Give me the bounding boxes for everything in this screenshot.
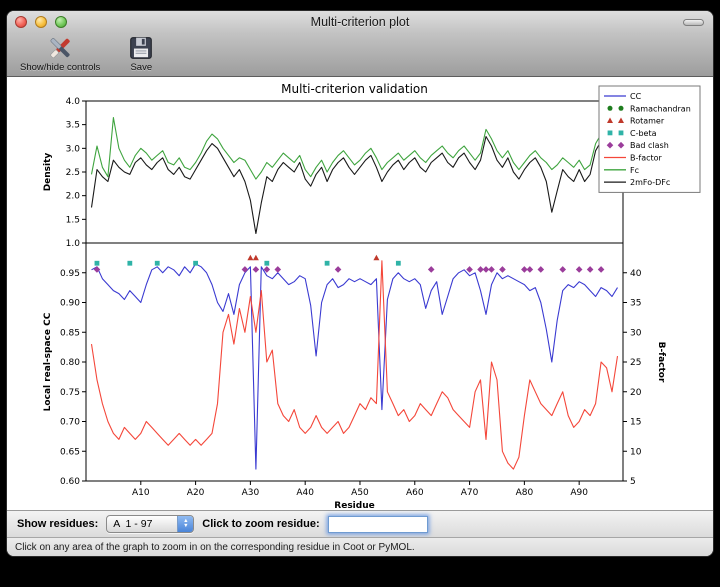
toolbar: Show/hide controls Save [7,33,713,77]
show-residues-label: Show residues: [17,518,99,530]
status-text: Click on any area of the graph to zoom i… [15,541,415,553]
svg-text:Residue: Residue [334,501,374,511]
floppy-icon [130,37,153,59]
svg-text:1.5: 1.5 [66,215,80,225]
zoom-residue-input[interactable] [327,515,428,533]
title-bar[interactable]: Multi-criterion plot [7,11,713,33]
popup-arrows-icon: ▲ ▼ [177,516,194,532]
selected-residue-range: A 1 - 97 [113,518,153,530]
svg-text:C-beta: C-beta [630,129,657,138]
svg-text:Bad clash: Bad clash [630,141,669,150]
zoom-residue-label: Click to zoom residue: [202,518,320,530]
svg-text:A10: A10 [132,488,150,498]
svg-text:A70: A70 [461,488,479,498]
svg-text:Rotamer: Rotamer [630,117,665,126]
app-window: Multi-criterion plot Show/hide controls [6,10,714,557]
svg-text:0.90: 0.90 [60,299,80,309]
svg-text:Ramachandran: Ramachandran [630,104,691,113]
traffic-lights [15,16,67,28]
multi-criterion-chart[interactable]: Multi-criterion validation 1.0 1.5 2.0 2.5 3.… [10,79,710,511]
svg-text:0.70: 0.70 [60,418,80,428]
zoom-button[interactable] [55,16,67,28]
svg-text:0.80: 0.80 [60,358,80,368]
svg-text:0.95: 0.95 [60,269,80,279]
plot-area[interactable]: Multi-criterion validation 1.0 1.5 2.0 2.5 3.… [7,77,713,511]
save-button[interactable]: Save [125,34,157,74]
toolbar-toggle-button[interactable] [683,19,704,26]
svg-text:A60: A60 [406,488,424,498]
svg-text:1.0: 1.0 [66,239,81,249]
status-bar: Click on any area of the graph to zoom i… [7,537,713,556]
svg-text:35: 35 [630,299,641,309]
svg-text:5: 5 [630,477,636,487]
svg-text:3.0: 3.0 [66,144,81,154]
svg-text:Fc: Fc [630,166,639,175]
svg-text:40: 40 [630,269,642,279]
svg-text:B-factor: B-factor [656,342,666,383]
svg-text:A50: A50 [351,488,369,498]
svg-text:15: 15 [630,418,641,428]
svg-text:20: 20 [630,388,642,398]
svg-text:10: 10 [630,447,642,457]
svg-text:Local real-space CC: Local real-space CC [43,312,53,411]
svg-text:A20: A20 [187,488,205,498]
tool-label: Save [130,62,153,73]
svg-text:25: 25 [630,358,641,368]
close-button[interactable] [15,16,27,28]
tools-icon [50,38,70,59]
svg-text:30: 30 [630,328,642,338]
svg-text:2.5: 2.5 [66,168,80,178]
svg-text:2.0: 2.0 [66,192,81,202]
svg-text:A90: A90 [570,488,588,498]
tool-label: Show/hide controls [20,62,101,73]
show-hide-controls-button[interactable]: Show/hide controls [17,34,103,74]
show-residues-select[interactable]: A 1 - 97 ▲ ▼ [106,515,195,533]
svg-text:0.65: 0.65 [60,447,80,457]
svg-text:Multi-criterion validation: Multi-criterion validation [281,82,428,96]
svg-text:A30: A30 [242,488,260,498]
minimize-button[interactable] [35,16,47,28]
svg-text:A40: A40 [296,488,314,498]
svg-text:A80: A80 [516,488,534,498]
svg-text:B-factor: B-factor [630,154,663,163]
svg-text:3.5: 3.5 [66,121,80,131]
svg-text:CC: CC [630,92,642,101]
svg-text:2mFo-DFc: 2mFo-DFc [630,178,670,187]
svg-text:0.60: 0.60 [60,477,80,487]
window-title: Multi-criterion plot [310,15,410,29]
svg-text:0.75: 0.75 [60,388,80,398]
controls-bar: Show residues: A 1 - 97 ▲ ▼ Click to zoom… [7,510,713,537]
svg-text:0.85: 0.85 [60,328,80,338]
svg-text:Density: Density [43,153,53,192]
svg-text:4.0: 4.0 [66,97,81,107]
